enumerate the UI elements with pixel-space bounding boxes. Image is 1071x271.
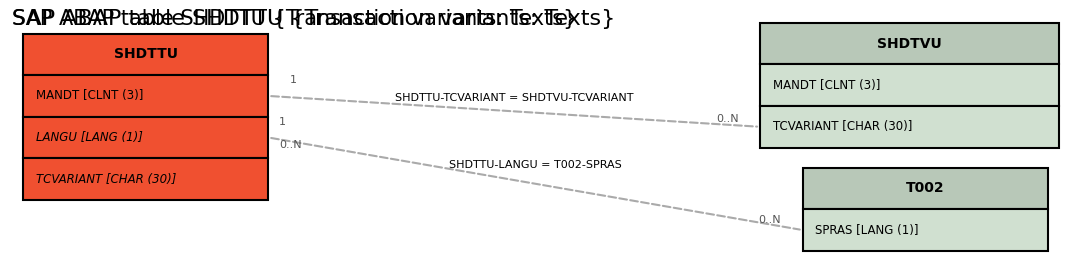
Bar [22,34,269,75]
Bar [802,209,1049,251]
Text: 0..N: 0..N [715,114,739,124]
Text: 1: 1 [290,75,297,85]
Bar [22,158,269,200]
Text: MANDT [CLNT (3)]: MANDT [CLNT (3)] [772,79,880,92]
Text: SHDTVU: SHDTVU [877,37,941,51]
Text: TCVARIANT [CHAR (30)]: TCVARIANT [CHAR (30)] [772,120,912,133]
Text: T002: T002 [906,182,945,195]
Text: SAP ABAP table SHDTTU {Transaction variants: Texts}: SAP ABAP table SHDTTU {Transaction varia… [12,9,576,30]
Text: SHDTTU: SHDTTU [114,47,178,61]
Text: SAP ABAP table SHDTTU {Transaction variants: Texts}: SAP ABAP table SHDTTU {Transaction varia… [12,9,616,30]
Bar [759,23,1059,64]
Text: SHDTTU-TCVARIANT = SHDTVU-TCVARIANT: SHDTTU-TCVARIANT = SHDTVU-TCVARIANT [395,93,633,103]
Text: 0..N: 0..N [280,140,302,150]
Bar [22,75,269,117]
Bar [759,106,1059,148]
Text: SHDTTU-LANGU = T002-SPRAS: SHDTTU-LANGU = T002-SPRAS [449,160,622,170]
Text: MANDT [CLNT (3)]: MANDT [CLNT (3)] [35,89,142,102]
Bar [22,117,269,158]
Text: LANGU [LANG (1)]: LANGU [LANG (1)] [35,131,142,144]
Text: 1: 1 [280,117,286,127]
Bar [759,64,1059,106]
Bar [802,168,1049,209]
Text: TCVARIANT [CHAR (30)]: TCVARIANT [CHAR (30)] [35,173,176,186]
Text: SPRAS [LANG (1)]: SPRAS [LANG (1)] [815,224,919,237]
Text: 0..N: 0..N [758,215,781,225]
